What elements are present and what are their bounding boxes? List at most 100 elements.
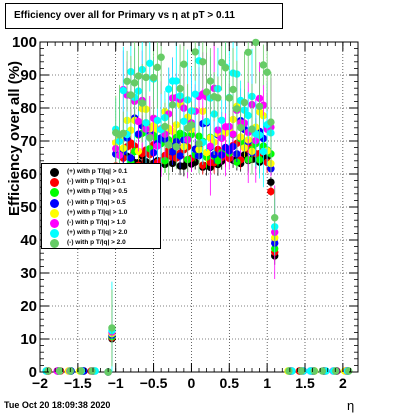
legend-entry-8: (-) with p T/|q| > 2.0 bbox=[42, 238, 160, 249]
data-point bbox=[142, 73, 150, 82]
x-tick-label: 1.5 bbox=[295, 375, 315, 391]
data-point bbox=[134, 72, 143, 80]
data-point bbox=[206, 142, 215, 151]
y-tick-label: 70 bbox=[20, 133, 37, 150]
x-tick-label: 2 bbox=[339, 375, 347, 391]
data-point bbox=[161, 122, 169, 131]
x-tick-label: −2 bbox=[32, 375, 48, 391]
data-point bbox=[225, 94, 233, 102]
legend-marker-icon bbox=[50, 208, 59, 218]
x-tick-label: −0.5 bbox=[140, 375, 168, 391]
data-point bbox=[233, 158, 241, 166]
chart-title: Efficiency over all for Primary vs η at … bbox=[5, 3, 283, 29]
data-point bbox=[176, 152, 184, 160]
data-point bbox=[252, 38, 260, 47]
timestamp: Tue Oct 20 18:09:38 2020 bbox=[4, 400, 111, 410]
legend-label: (+) with p T/|q| > 1.0 bbox=[67, 208, 128, 216]
legend-label: (-) with p T/|q| > 0.1 bbox=[67, 178, 126, 186]
data-point bbox=[153, 116, 162, 125]
data-point bbox=[176, 84, 184, 93]
data-point bbox=[153, 63, 162, 72]
data-point bbox=[149, 73, 158, 82]
data-point bbox=[161, 157, 169, 165]
data-point bbox=[180, 117, 188, 125]
legend-label: (-) with p T/|q| > 1.0 bbox=[67, 219, 126, 226]
data-point bbox=[202, 88, 211, 96]
legend-label: (-) with p T/|q| > 0.5 bbox=[67, 198, 126, 206]
data-point bbox=[165, 141, 173, 149]
data-point bbox=[229, 130, 237, 138]
legend-entry-6: (-) with p T/|q| > 1.0 bbox=[42, 218, 160, 228]
data-point bbox=[229, 85, 237, 94]
data-point bbox=[259, 61, 268, 69]
data-point bbox=[134, 117, 143, 126]
data-point bbox=[138, 99, 146, 107]
data-point bbox=[202, 148, 211, 157]
legend-entry-3: (+) with p T/|q| > 0.5 bbox=[42, 187, 160, 198]
axes: −2 −1.5 −1 −0.5 0 0.5 1 1.5 20102030405060708090… bbox=[12, 34, 359, 391]
data-point bbox=[157, 53, 165, 61]
data-point bbox=[199, 58, 207, 66]
data-point bbox=[146, 59, 154, 68]
legend-label: (+) with p T/|q| > 2.0 bbox=[67, 229, 128, 237]
legend-entry-2: (-) with p T/|q| > 0.1 bbox=[42, 177, 160, 188]
data-point bbox=[146, 134, 154, 142]
data-point bbox=[285, 367, 293, 375]
data-point bbox=[263, 68, 271, 76]
data-point bbox=[297, 367, 306, 375]
legend-marker-icon bbox=[50, 168, 59, 177]
legend-label: (-) with p T/|q| > 2.0 bbox=[67, 239, 126, 247]
x-tick-label: 0 bbox=[188, 375, 196, 391]
data-point bbox=[221, 64, 230, 72]
x-tick-label: −1.5 bbox=[64, 375, 92, 391]
y-tick-label: 40 bbox=[20, 232, 37, 249]
y-tick-label: 90 bbox=[20, 67, 37, 84]
y-tick-label: 30 bbox=[20, 265, 37, 282]
data-point bbox=[108, 324, 116, 332]
data-point bbox=[318, 367, 327, 375]
legend: (+) with p T/|q| > 0.1 (-) with p T/|q| >… bbox=[41, 163, 161, 249]
data-point bbox=[172, 77, 180, 85]
data-point bbox=[206, 77, 215, 85]
data-point bbox=[195, 139, 203, 148]
data-point bbox=[191, 48, 199, 56]
data-point bbox=[119, 129, 127, 137]
data-point bbox=[187, 121, 196, 129]
data-point bbox=[127, 91, 135, 99]
data-point bbox=[218, 58, 226, 67]
data-point bbox=[55, 367, 64, 375]
legend-marker-icon bbox=[50, 219, 59, 228]
data-point bbox=[180, 60, 188, 68]
x-tick-label: 1 bbox=[263, 375, 271, 391]
data-point bbox=[119, 86, 127, 95]
data-point bbox=[44, 367, 52, 375]
data-point bbox=[310, 367, 319, 375]
data-point bbox=[168, 148, 177, 156]
legend-entry-4: (-) with p T/|q| > 0.5 bbox=[42, 198, 160, 208]
data-point bbox=[130, 79, 139, 87]
data-point bbox=[199, 161, 207, 169]
data-point bbox=[191, 90, 199, 98]
legend-marker-icon bbox=[50, 239, 59, 249]
data-point bbox=[244, 111, 252, 120]
legend-marker-icon bbox=[50, 229, 59, 239]
y-axis-label: Efficiency over all (%) bbox=[6, 60, 23, 216]
x-tick-label: −1 bbox=[108, 375, 124, 391]
legend-marker-icon bbox=[50, 198, 59, 208]
data-point bbox=[236, 123, 245, 132]
data-point bbox=[165, 85, 173, 93]
data-point bbox=[259, 147, 268, 156]
data-point bbox=[172, 143, 180, 151]
legend-entry-7: (+) with p T/|q| > 2.0 bbox=[42, 228, 160, 239]
y-tick-label: 100 bbox=[12, 34, 37, 51]
data-point bbox=[168, 101, 177, 109]
legend-marker-icon bbox=[50, 178, 59, 188]
data-point bbox=[244, 48, 252, 56]
data-point bbox=[127, 154, 135, 162]
data-point bbox=[214, 126, 222, 134]
data-point bbox=[248, 125, 256, 133]
data-point bbox=[344, 367, 353, 375]
y-tick-label: 50 bbox=[20, 199, 37, 216]
data-point bbox=[214, 94, 222, 102]
